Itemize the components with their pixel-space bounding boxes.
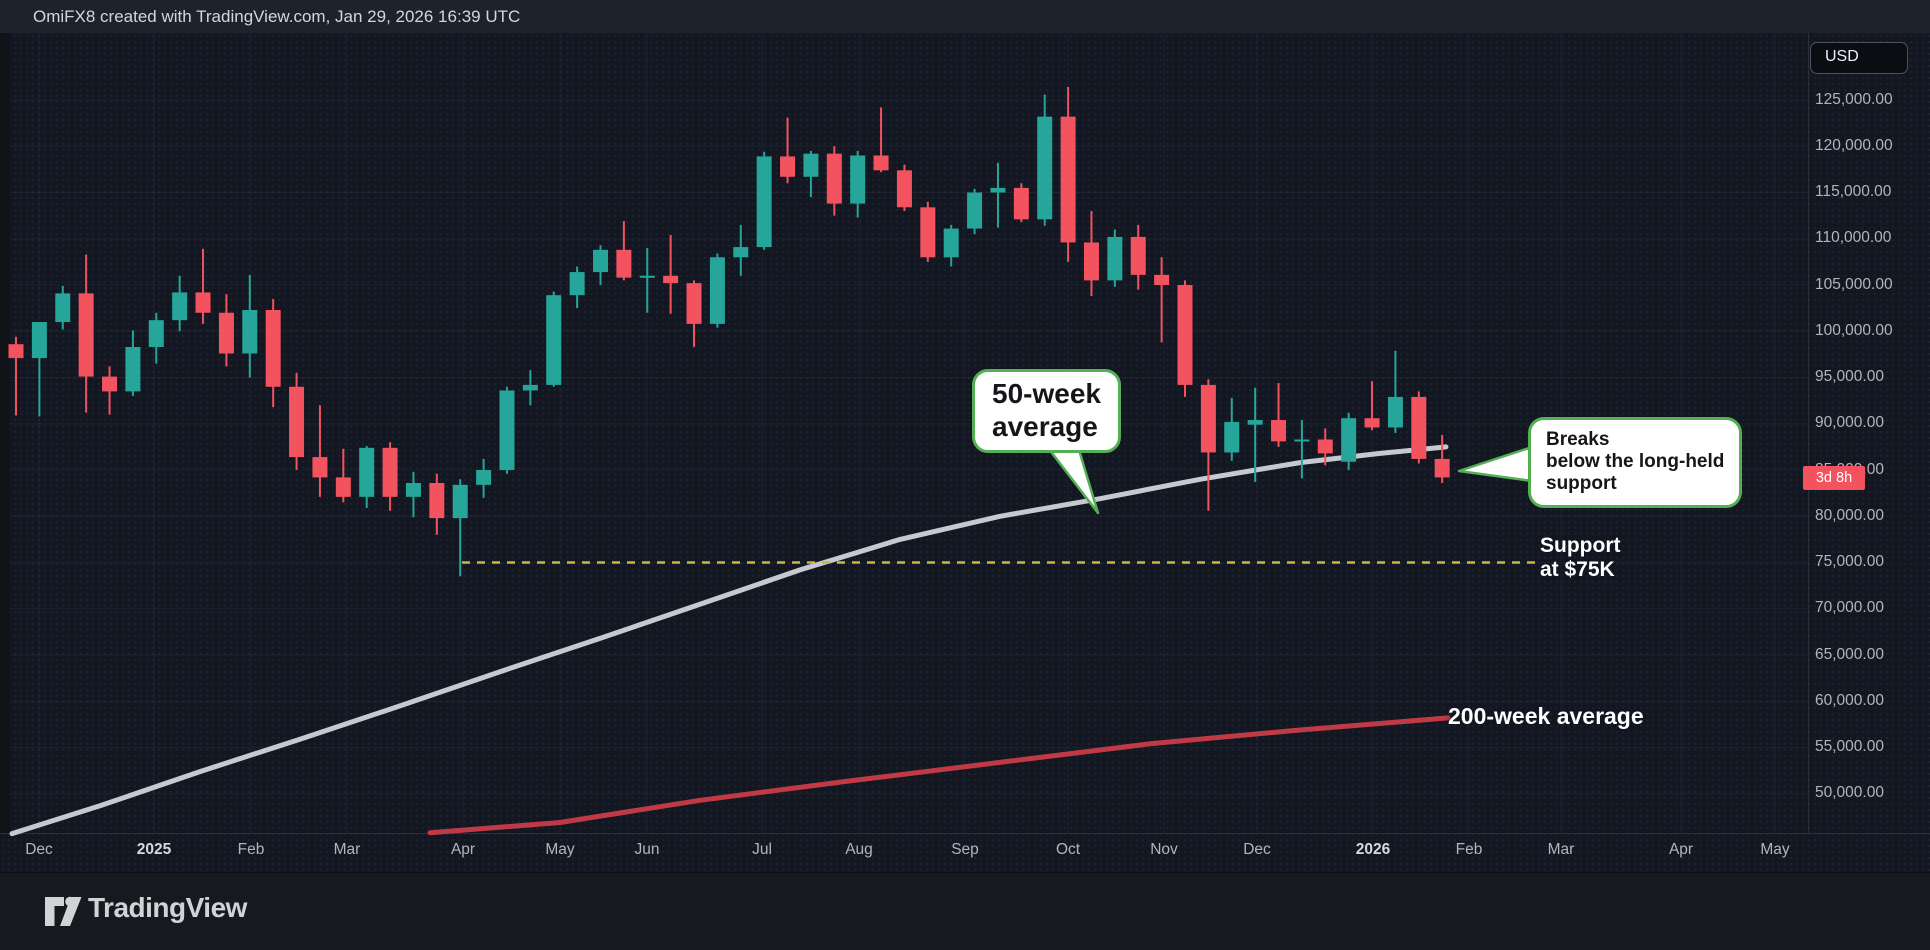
time-tick-label: 2026 <box>1355 841 1391 858</box>
price-tick-label: 70,000.00 <box>1815 599 1884 617</box>
ma50-callout[interactable]: 50-week average <box>972 369 1121 453</box>
time-tick-label: Dec <box>25 841 53 858</box>
footer-bar: TradingView <box>0 872 1930 950</box>
price-tick-label: 110,000.00 <box>1815 229 1892 247</box>
ma50-callout-line2: average <box>992 411 1098 442</box>
time-tick-label: Apr <box>450 841 476 858</box>
price-tick-label: 95,000.00 <box>1815 368 1884 386</box>
time-tick-label: Jun <box>634 841 660 858</box>
breakdown-callout-line2: below the long-held <box>1546 451 1725 472</box>
price-tick-label: 125,000.00 <box>1815 90 1893 108</box>
time-tick-label: Oct <box>1055 841 1081 858</box>
time-tick-label: Aug <box>845 841 873 858</box>
price-tick-label: 100,000.00 <box>1815 321 1893 339</box>
price-tick-label: 115,000.00 <box>1815 183 1892 200</box>
time-tick-label: Jul <box>752 841 772 858</box>
time-tick-label: Dec <box>1243 841 1271 858</box>
price-tick-label: 50,000.00 <box>1815 784 1884 802</box>
price-tick-label: 60,000.00 <box>1815 691 1884 709</box>
time-tick-label: Apr <box>1668 841 1694 858</box>
time-tick-label: Nov <box>1150 841 1178 858</box>
time-tick-label: 2025 <box>136 841 172 858</box>
price-tick-label: 90,000.00 <box>1815 414 1884 432</box>
support-label-line2: at $75K <box>1540 558 1615 581</box>
time-tick-label: May <box>545 841 575 858</box>
price-tick-label: 65,000.00 <box>1815 645 1884 663</box>
time-tick-label: May <box>1760 841 1790 858</box>
currency-usd-button[interactable]: USD <box>1810 42 1908 74</box>
header-bar: OmiFX8 created with TradingView.com, Jan… <box>0 0 1930 33</box>
price-tick-label: 80,000.00 <box>1815 506 1884 524</box>
breakdown-callout-line1: Breaks <box>1546 429 1610 450</box>
ma200-text-label[interactable]: 200-week average <box>1448 703 1644 729</box>
price-axis[interactable]: 125,000.00 120,000.00 115,000.00 110,000.00… <box>1809 33 1930 833</box>
price-tick-label: 120,000.00 <box>1815 136 1893 154</box>
support-price-label[interactable]: Support at $75K <box>1540 534 1620 582</box>
time-tick-label: Sep <box>951 841 979 858</box>
breakdown-callout[interactable]: Breaks below the long-held support <box>1528 417 1743 508</box>
time-tick-label: Mar <box>1547 841 1575 858</box>
support-label-line1: Support <box>1540 534 1621 557</box>
currency-usd-label: USD <box>1825 48 1859 65</box>
time-tick-label: Feb <box>237 841 265 858</box>
price-tick-label: 55,000.00 <box>1815 738 1884 756</box>
price-tick-label: 75,000.00 <box>1815 553 1884 571</box>
bar-countdown-label: 3d 8h <box>1803 465 1865 490</box>
attribution-text: OmiFX8 created with TradingView.com, Jan… <box>33 7 521 26</box>
price-tick-label: 105,000.00 <box>1815 275 1893 293</box>
tradingview-wordmark[interactable]: TradingView <box>88 892 247 923</box>
time-tick-label: Feb <box>1455 841 1483 858</box>
tradingview-logo-icon[interactable] <box>44 892 82 928</box>
pane-border <box>1808 33 1809 833</box>
left-gutter <box>0 33 10 833</box>
breakdown-callout-line3: support <box>1546 473 1617 494</box>
time-axis[interactable]: Dec 2025 Feb Mar Apr May Jun Jul Aug Sep Oct Nov Dec… <box>0 834 1930 872</box>
time-tick-label: Mar <box>333 841 361 858</box>
ma50-callout-line1: 50-week <box>992 378 1101 409</box>
